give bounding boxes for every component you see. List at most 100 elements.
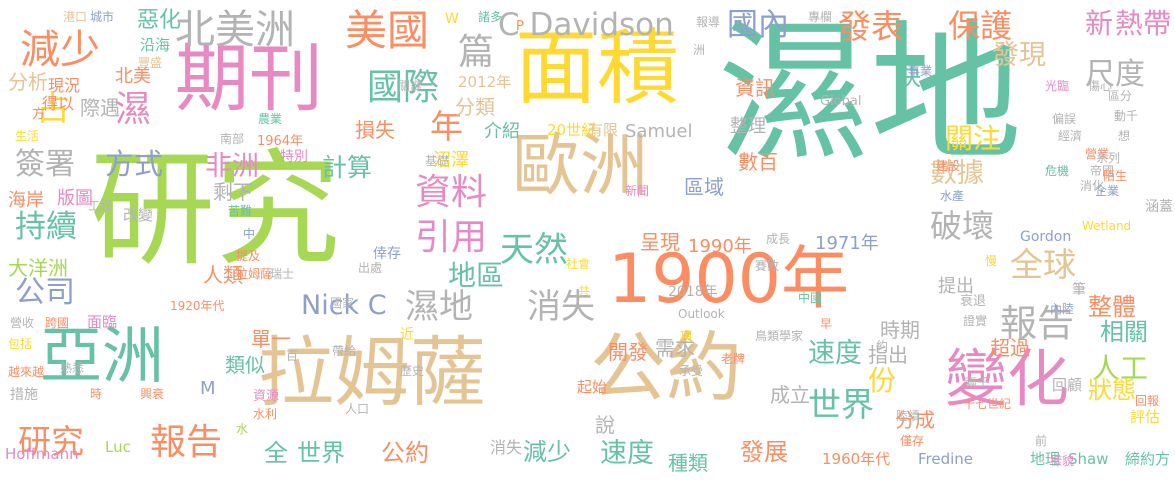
- cloud-word: 相關: [1100, 318, 1148, 346]
- cloud-word: 人口: [345, 402, 370, 416]
- cloud-word: 減少: [523, 438, 571, 466]
- cloud-word: 衰退: [960, 294, 987, 309]
- cloud-word: 地理: [1030, 450, 1061, 468]
- cloud-word: 期刊: [175, 36, 323, 122]
- cloud-word: 成立: [770, 383, 810, 407]
- cloud-word: 內陸: [1050, 302, 1075, 316]
- cloud-word: 美國: [345, 6, 430, 55]
- cloud-word: Shaw: [1068, 450, 1109, 468]
- cloud-word: 得以: [42, 94, 75, 113]
- cloud-word: 變化: [945, 342, 1070, 415]
- cloud-word: 拉姆薩: [258, 328, 486, 417]
- cloud-word: 想: [1118, 129, 1131, 143]
- cloud-word: 歐洲: [512, 127, 649, 206]
- cloud-word: 整理: [730, 116, 766, 137]
- cloud-word: 指出: [868, 343, 908, 367]
- cloud-word: 熟悉: [60, 361, 85, 375]
- cloud-word: 分成: [895, 408, 935, 432]
- cloud-word: 跨國: [45, 316, 70, 330]
- cloud-word: 1964年: [257, 134, 304, 149]
- cloud-word: 洲: [693, 43, 706, 57]
- cloud-word: 危機: [1045, 164, 1070, 178]
- cloud-word: Fredine: [918, 450, 974, 468]
- cloud-word: 國際: [367, 67, 440, 108]
- cloud-word: 亞洲: [40, 319, 165, 392]
- cloud-word: 破壞: [930, 207, 995, 245]
- cloud-word: 老牌: [721, 352, 746, 366]
- cloud-word: 帝國: [1090, 164, 1115, 178]
- cloud-word: 狀態: [1088, 376, 1136, 404]
- cloud-word: 南部: [220, 132, 245, 146]
- cloud-word: 方式: [105, 147, 164, 181]
- cloud-word: 前: [1035, 434, 1048, 448]
- cloud-word: 提及: [236, 249, 261, 263]
- cloud-word: 水: [236, 422, 249, 436]
- cloud-word: 需求: [655, 336, 695, 360]
- cloud-word: 瑞士: [270, 267, 295, 281]
- cloud-word: 農業: [258, 112, 283, 126]
- cloud-word: 濕地: [405, 287, 473, 327]
- cloud-word: 沼澤: [433, 150, 469, 171]
- cloud-word: 僅存: [900, 434, 925, 448]
- cloud-word: 有限: [588, 121, 619, 139]
- cloud-word: 水利: [253, 407, 278, 421]
- cloud-word: 出處: [358, 261, 383, 275]
- cloud-word: 發表: [838, 7, 904, 46]
- cloud-word: 數據: [930, 158, 984, 189]
- cloud-word: Luc: [105, 438, 131, 456]
- cloud-word: 方: [32, 107, 46, 122]
- cloud-word: 經濟: [1058, 129, 1083, 143]
- cloud-word: 快: [897, 63, 921, 91]
- cloud-word: 保護: [948, 7, 1013, 45]
- cloud-word: 份: [868, 364, 897, 397]
- cloud-word: Wetland: [1082, 219, 1132, 233]
- cloud-word: 苦難: [228, 204, 253, 218]
- cloud-word: 現況: [48, 76, 81, 95]
- cloud-word: 拉姆薩: [236, 267, 273, 281]
- cloud-word: 種類: [668, 451, 708, 475]
- cloud-word: 全: [264, 439, 288, 467]
- cloud-word: 中國: [798, 291, 823, 305]
- cloud-word: 單一: [251, 327, 291, 351]
- cloud-word: 簽署: [15, 147, 75, 182]
- cloud-word: 兩千: [965, 376, 990, 390]
- cloud-word: 呈現: [640, 230, 680, 254]
- cloud-word: 建設: [936, 159, 961, 173]
- cloud-word: Global: [820, 94, 862, 109]
- cloud-word: 年: [430, 107, 463, 146]
- cloud-word: 工程: [88, 199, 113, 213]
- cloud-word: 大洋洲: [8, 256, 68, 280]
- cloud-word: 賽敗: [755, 259, 780, 273]
- cloud-word: 營收: [10, 316, 35, 330]
- cloud-word: 特別: [280, 149, 308, 165]
- cloud-word: 世界: [808, 385, 874, 424]
- cloud-word: 國內: [727, 7, 789, 43]
- cloud-word: 越來越: [8, 365, 45, 379]
- cloud-word: 損失: [355, 118, 395, 142]
- cloud-word: 世界: [297, 439, 345, 467]
- cloud-word: Nick C: [301, 290, 387, 321]
- cloud-word: 時期: [880, 318, 920, 342]
- cloud-word: 公司: [15, 275, 75, 310]
- cloud-word: 十七世紀: [963, 397, 1012, 411]
- cloud-word: 光臨: [1045, 79, 1070, 93]
- cloud-word: 筆: [1072, 282, 1086, 298]
- cloud-word: 類似: [225, 353, 265, 377]
- cloud-word: 引用: [415, 217, 488, 258]
- cloud-word: 2012年: [458, 73, 512, 91]
- cloud-word: 報告: [1000, 302, 1074, 345]
- cloud-word: 惡化: [137, 8, 182, 33]
- cloud-word: P: [516, 19, 524, 34]
- cloud-word: 北美: [115, 66, 151, 87]
- cloud-word: 社會: [566, 257, 591, 271]
- cloud-word: 研究: [90, 138, 340, 283]
- cloud-word: 沿海: [140, 36, 171, 54]
- cloud-word: 公約: [590, 323, 742, 412]
- cloud-word: 城市: [90, 10, 115, 24]
- cloud-word: 陌生: [1103, 169, 1128, 183]
- cloud-word: 共: [578, 284, 591, 298]
- cloud-word: 基礎: [425, 154, 450, 168]
- cloud-word: 速度: [600, 438, 654, 469]
- cloud-word: 人類: [203, 263, 243, 287]
- cloud-word: C Davidson: [498, 7, 674, 43]
